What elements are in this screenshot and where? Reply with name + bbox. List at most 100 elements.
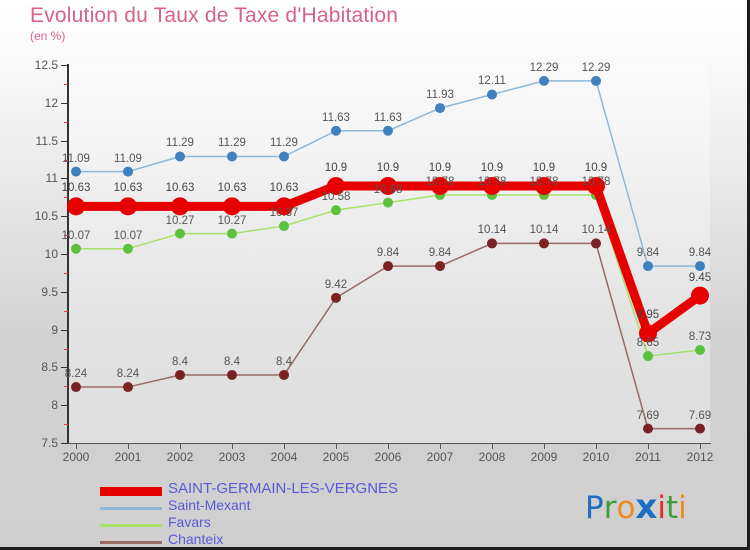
data-point-label: 10.27 <box>217 214 247 227</box>
legend-color-swatch <box>100 506 162 510</box>
data-point-label: 8.73 <box>688 331 712 343</box>
y-axis-label: 11.5 <box>35 133 58 148</box>
logo-letter: i <box>678 490 687 526</box>
x-axis-label: 2001 <box>114 450 142 464</box>
y-axis-tick <box>61 443 68 444</box>
data-point-label: 10.63 <box>61 182 91 195</box>
data-point-label: 10.14 <box>529 224 559 237</box>
y-axis-minor-tick <box>64 121 68 123</box>
data-point-label: 8.24 <box>116 368 140 381</box>
data-point-label: 10.63 <box>269 182 299 195</box>
data-point-label: 10.58 <box>321 191 351 204</box>
y-axis-tick <box>61 291 68 293</box>
data-point-label: 10.07 <box>113 229 143 242</box>
data-point-label: 8.24 <box>64 368 88 381</box>
y-axis-minor-tick <box>64 197 68 199</box>
y-axis-label: 8.5 <box>41 360 58 375</box>
logo-letter: i <box>657 490 666 526</box>
x-axis-label: 2007 <box>426 450 454 464</box>
x-axis-label: 2006 <box>374 450 402 464</box>
x-axis-tick <box>284 443 285 449</box>
logo-letter: x <box>635 487 658 527</box>
logo-letter: o <box>616 490 636 526</box>
data-point-label: 9.84 <box>688 247 712 260</box>
x-axis-label: 2003 <box>218 450 246 464</box>
x-axis-label: 2008 <box>478 450 506 464</box>
data-point-label: 11.29 <box>218 137 246 150</box>
data-point-label: 9.42 <box>324 278 348 291</box>
data-point-label: 11.29 <box>166 137 194 150</box>
x-axis-tick <box>700 443 701 449</box>
data-point-label: 10.9 <box>584 161 608 174</box>
data-point-label: 10.78 <box>425 176 455 189</box>
data-point-label: 10.27 <box>165 214 195 227</box>
data-point-label: 10.68 <box>373 183 403 196</box>
legend-label: Saint-Mexant <box>168 497 251 513</box>
data-point-label: 10.9 <box>428 161 452 174</box>
x-axis-tick <box>388 443 389 449</box>
legend-label: SAINT-GERMAIN-LES-VERGNES <box>168 480 399 497</box>
y-axis-tick <box>61 102 68 104</box>
data-point-label: 12.29 <box>581 61 611 74</box>
data-point-label: 8.4 <box>224 355 240 368</box>
data-point-label: 8.4 <box>172 355 188 368</box>
legend-label: Chanteix <box>168 531 224 547</box>
data-point-label: 11.09 <box>114 152 142 165</box>
page-subtitle: (en %) <box>30 29 66 43</box>
x-axis-label: 2004 <box>270 450 298 464</box>
y-axis-minor-tick <box>64 272 68 274</box>
x-axis-label: 2010 <box>582 450 610 464</box>
data-point-label: 11.93 <box>426 89 454 102</box>
y-axis-line <box>67 64 69 444</box>
y-axis-label: 10.5 <box>34 209 58 224</box>
data-point-label: 11.29 <box>270 137 298 150</box>
data-point-label: 7.69 <box>636 409 660 422</box>
legend-color-swatch <box>100 523 162 527</box>
y-axis-label: 11 <box>45 171 58 186</box>
data-point-label: 10.63 <box>217 182 247 195</box>
data-point-label: 12.11 <box>478 75 506 88</box>
x-axis-label: 2000 <box>62 450 90 464</box>
y-axis-tick <box>61 65 68 66</box>
logo-letter: P <box>585 490 604 526</box>
data-point-label: 11.63 <box>374 111 402 124</box>
data-point-label: 11.63 <box>322 111 350 124</box>
data-point-label: 10.63 <box>113 182 143 195</box>
x-axis-label: 2005 <box>322 450 350 464</box>
data-point-label: 7.69 <box>688 409 712 422</box>
x-axis-label: 2002 <box>166 450 194 464</box>
data-point-label: 10.9 <box>324 161 348 174</box>
legend-color-swatch <box>100 540 162 544</box>
data-point-label: 9.84 <box>428 247 452 260</box>
x-axis-tick <box>232 443 233 449</box>
data-point-label: 11.09 <box>62 152 90 165</box>
y-axis-label: 10 <box>44 247 58 261</box>
logo-letter: t <box>665 490 679 526</box>
data-point-label: 10.14 <box>581 224 611 237</box>
page-title: Evolution du Taux de Taxe d'Habitation <box>30 4 399 27</box>
y-axis-minor-tick <box>64 386 68 388</box>
y-axis-tick <box>61 140 68 142</box>
y-axis-label: 8 <box>51 398 58 413</box>
x-axis-tick <box>544 443 545 449</box>
x-axis-label: 2009 <box>530 450 558 464</box>
x-axis-tick <box>128 443 129 449</box>
data-point-label: 8.65 <box>636 337 660 350</box>
y-axis-tick <box>61 405 68 407</box>
y-axis-minor-tick <box>64 83 68 85</box>
data-point-label: 10.37 <box>269 207 299 220</box>
legend-color-swatch <box>100 486 162 496</box>
x-axis-tick <box>648 443 649 449</box>
data-point-label: 10.78 <box>581 176 611 189</box>
logo-letter: r <box>603 490 617 526</box>
legend-label: Favars <box>168 514 211 530</box>
y-axis-label: 7.5 <box>41 436 58 450</box>
data-point-label: 10.9 <box>376 161 400 174</box>
y-axis-label: 12.5 <box>34 58 58 72</box>
x-axis-label: 2011 <box>635 450 661 464</box>
y-axis-minor-tick <box>64 310 68 312</box>
x-axis-line <box>68 443 711 444</box>
y-axis-tick <box>61 216 68 218</box>
x-axis-tick <box>76 443 77 449</box>
